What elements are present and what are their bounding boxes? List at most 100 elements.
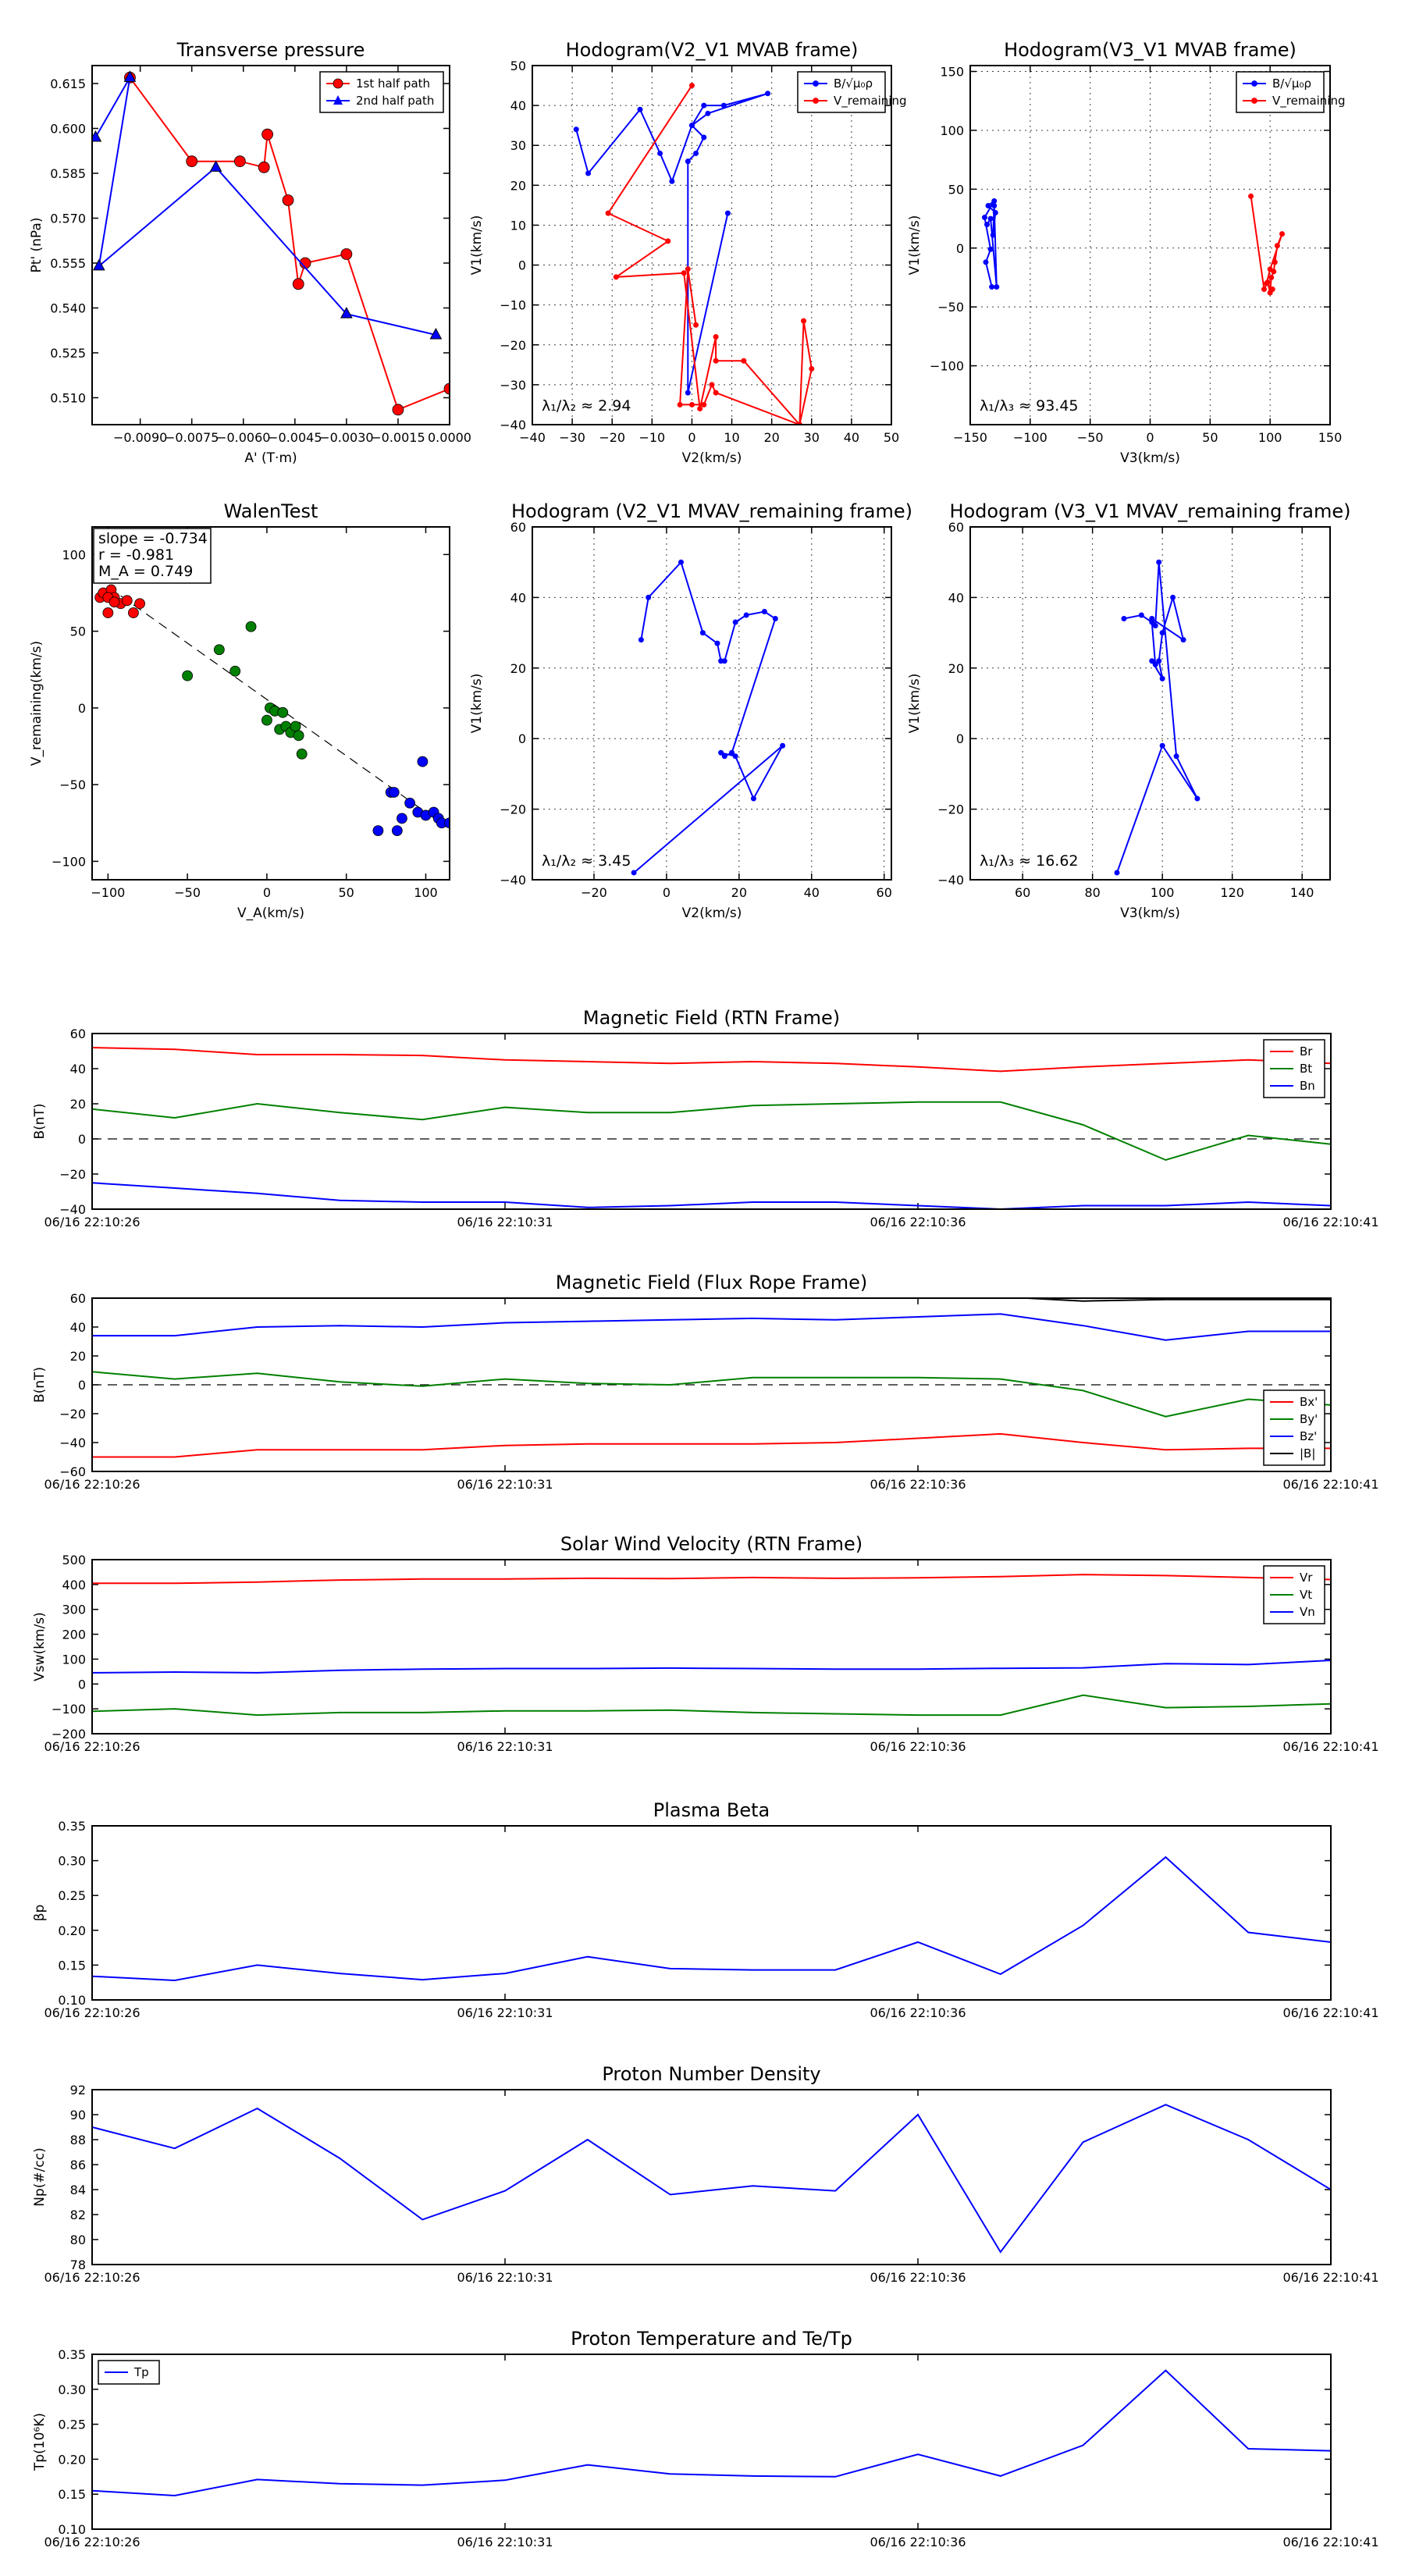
- x-tick-label: 06/16 22:10:31: [457, 2005, 553, 2020]
- data-point: [404, 797, 416, 809]
- data-point: [1261, 286, 1267, 293]
- y-tick-label: −20: [500, 338, 526, 353]
- x-tick-label: 06/16 22:10:41: [1282, 2535, 1378, 2549]
- data-point: [1279, 231, 1286, 237]
- data-point: [245, 621, 257, 632]
- series-line-blue: [633, 560, 784, 873]
- data-point: [443, 382, 450, 395]
- y-tick-label: 100: [62, 1652, 86, 1667]
- y-tick-label: 80: [70, 2233, 86, 2247]
- data-point: [417, 756, 429, 767]
- data-point: [697, 406, 703, 412]
- y-tick-label: −40: [500, 873, 526, 888]
- y-tick-label: −10: [500, 298, 526, 313]
- data-point: [123, 70, 137, 82]
- x-tick-label: 06/16 22:10:26: [44, 1739, 140, 1754]
- data-point: [741, 358, 747, 364]
- data-point: [688, 401, 695, 407]
- y-tick-label: −30: [500, 378, 526, 393]
- x-tick-label: 06/16 22:10:41: [1282, 1739, 1378, 1754]
- chart-title: Solar Wind Velocity (RTN Frame): [560, 1533, 863, 1555]
- chart-title: Plasma Beta: [653, 1799, 770, 1821]
- y-axis-label: B(nT): [32, 1367, 48, 1403]
- y-tick-label: 20: [510, 178, 526, 193]
- x-tick-label: −20: [581, 885, 607, 900]
- series-line-blue: [1116, 562, 1198, 873]
- y-axis-label: V1(km/s): [907, 215, 923, 276]
- series-line-V_remaining: [606, 85, 813, 425]
- y-tick-label: 40: [510, 590, 526, 605]
- legend-label: Vn: [1300, 1605, 1315, 1619]
- x-tick-label: −30: [559, 430, 585, 445]
- series-line-Bx': [92, 1432, 1331, 1458]
- x-tick-label: −50: [1077, 430, 1104, 445]
- y-tick-label: 0: [956, 731, 964, 746]
- data-point: [1159, 630, 1165, 636]
- y-tick-label: 40: [70, 1062, 86, 1076]
- y-tick-label: −50: [59, 777, 86, 792]
- y-tick-label: 0.30: [58, 2382, 86, 2397]
- data-point: [681, 270, 687, 276]
- chart-vsw: Solar Wind Velocity (RTN Frame) 06/16 22:…: [32, 1533, 1379, 1754]
- series-line-Bz': [92, 1313, 1331, 1341]
- data-point: [1264, 280, 1270, 286]
- data-point: [585, 170, 592, 176]
- y-tick-label: 100: [62, 547, 86, 562]
- data-point: [444, 817, 450, 829]
- data-point: [765, 91, 771, 97]
- y-tick-label: 20: [70, 1097, 86, 1112]
- data-point: [1149, 658, 1155, 664]
- x-tick-label: 06/16 22:10:31: [457, 1739, 553, 1754]
- legend-label: Vr: [1300, 1571, 1313, 1585]
- y-axis-label: V_remaining(km/s): [29, 641, 44, 766]
- axes-frame: [91, 2089, 1332, 2265]
- data-point: [613, 274, 619, 280]
- chart-h3: Hodogram (V2_V1 MVAV_remaining frame) −20…: [469, 500, 912, 921]
- data-point: [665, 238, 671, 244]
- data-point: [1138, 612, 1144, 618]
- x-tick-label: 06/16 22:10:41: [1282, 1215, 1378, 1229]
- data-point: [718, 749, 724, 756]
- x-tick-label: 06/16 22:10:26: [44, 1477, 140, 1492]
- y-tick-label: 50: [948, 182, 964, 197]
- data-point: [685, 266, 691, 272]
- data-point: [678, 559, 685, 565]
- data-point: [724, 210, 731, 216]
- data-point: [258, 161, 270, 173]
- data-point: [732, 753, 738, 760]
- data-point: [1114, 870, 1120, 876]
- y-tick-label: −20: [937, 802, 964, 817]
- y-tick-label: −40: [59, 1436, 86, 1450]
- data-point: [1274, 243, 1280, 249]
- data-point: [732, 619, 738, 625]
- x-tick-label: 0: [263, 885, 271, 900]
- axes-frame: [91, 2354, 1332, 2530]
- data-point: [277, 706, 289, 718]
- x-tick-label: −100: [91, 885, 125, 900]
- data-point: [1149, 616, 1155, 622]
- y-tick-label: 10: [510, 218, 526, 233]
- data-point: [1159, 675, 1165, 681]
- data-point: [989, 284, 995, 290]
- x-axis-label: V3(km/s): [1120, 906, 1180, 921]
- data-point: [780, 742, 786, 749]
- data-point: [685, 390, 691, 396]
- legend-marker: [333, 95, 343, 105]
- stats-line: slope = -0.734: [98, 530, 208, 547]
- eigenvalue-ratio-annotation: λ₁/λ₃ ≈ 16.62: [980, 852, 1079, 870]
- plot-area: [92, 1574, 1331, 1717]
- x-tick-label: 06/16 22:10:31: [457, 2270, 553, 2285]
- y-tick-label: 40: [510, 98, 526, 113]
- x-tick-label: 06/16 22:10:36: [870, 2270, 966, 2285]
- y-tick-label: 0.510: [50, 391, 86, 406]
- x-tick-label: 80: [1084, 885, 1100, 900]
- data-point: [721, 658, 727, 664]
- y-tick-label: 0.10: [58, 1993, 86, 2008]
- legend-marker: [1251, 80, 1257, 87]
- x-tick-label: 06/16 22:10:26: [44, 1215, 140, 1229]
- y-tick-label: 0.15: [58, 1958, 86, 1973]
- data-point: [134, 598, 145, 610]
- y-tick-label: 30: [510, 138, 526, 153]
- data-point: [1272, 259, 1278, 265]
- x-tick-label: 50: [884, 430, 899, 445]
